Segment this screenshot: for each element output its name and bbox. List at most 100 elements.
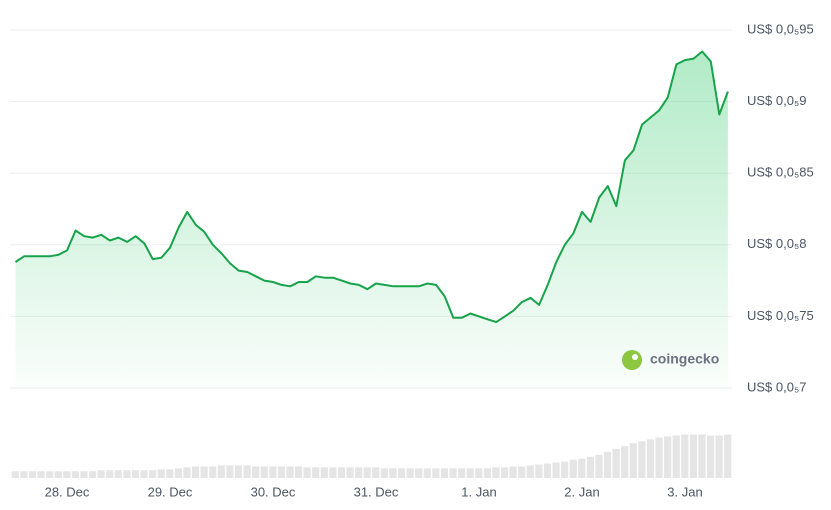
volume-bar — [500, 467, 509, 478]
volume-bar — [612, 449, 620, 478]
volume-bar — [46, 471, 54, 478]
volume-bar — [174, 468, 182, 478]
volume-bar — [397, 468, 406, 478]
volume-bar — [277, 466, 285, 478]
volume-bar — [552, 462, 560, 478]
volume-bar — [724, 434, 732, 478]
volume-bar — [320, 467, 328, 478]
volume-bar — [123, 470, 131, 478]
volume-bar — [715, 435, 723, 478]
volume-bar — [509, 466, 517, 478]
y-tick-label: US$ 0,0₅85 — [747, 165, 814, 180]
volume-bar — [595, 454, 603, 478]
volume-bar — [526, 465, 534, 478]
volume-bar — [157, 469, 165, 478]
volume-bar — [114, 470, 122, 478]
volume-bar — [11, 471, 19, 478]
volume-bar — [406, 468, 414, 478]
volume-bar — [131, 470, 140, 478]
volume-bar — [689, 434, 697, 478]
volume-bar — [578, 458, 586, 478]
volume-bar — [629, 443, 637, 478]
logo: coingecko — [622, 350, 719, 370]
logo-eye — [632, 354, 638, 360]
y-tick-label: US$ 0,0₅75 — [747, 308, 814, 323]
volume-bar — [543, 463, 552, 478]
volume-bar — [226, 465, 234, 478]
volume-bar — [372, 467, 380, 478]
volume-bar — [200, 466, 208, 478]
volume-bar — [638, 441, 646, 478]
volume-bar — [561, 461, 569, 478]
watermark: coingecko — [650, 351, 719, 367]
y-tick-label: US$ 0,0₅7 — [747, 379, 806, 394]
volume-bar — [88, 471, 97, 478]
volume-bar — [234, 465, 243, 478]
volume-bar — [483, 468, 491, 478]
volume-bar — [20, 471, 28, 478]
volume-bar — [440, 468, 449, 478]
volume-bar — [466, 468, 474, 478]
volume-bar — [191, 466, 200, 478]
volume-bar — [449, 468, 457, 478]
plot: US$ 0,0₅95 US$ 0,0₅9 US$ 0,0₅85 US$ 0,0₅8 US… — [10, 21, 814, 499]
volume-bar — [698, 434, 706, 478]
volume-bar — [63, 471, 71, 478]
volume-bar — [458, 468, 466, 478]
volume-bar — [380, 468, 388, 478]
volume-bar — [672, 435, 680, 478]
volume-bar — [475, 468, 483, 478]
volume-bar — [603, 451, 612, 478]
volume-bar — [54, 471, 62, 478]
volume-bar — [269, 466, 277, 478]
volume-bar — [621, 446, 629, 478]
volume-bar — [389, 468, 397, 478]
volume-bar — [312, 467, 320, 478]
x-tick-label: 30. Dec — [251, 484, 296, 499]
volume-bar — [586, 456, 594, 478]
logo-icon — [622, 350, 642, 370]
volume-bar — [303, 467, 311, 478]
volume-bar — [363, 467, 371, 478]
volume-bar — [286, 466, 294, 478]
volume-bar — [423, 468, 431, 478]
volume-bar — [243, 465, 251, 478]
volume-bar — [252, 466, 260, 478]
volume-bar — [80, 471, 88, 478]
volume-bar — [149, 470, 157, 478]
volume-bar — [329, 467, 337, 478]
volume-bar — [260, 466, 268, 478]
volume-bar — [415, 468, 423, 478]
volume-bar — [355, 467, 363, 478]
volume-bar — [140, 470, 148, 478]
volume-bar — [71, 471, 79, 478]
x-tick-label: 3. Jan — [667, 484, 702, 499]
x-tick-label: 29. Dec — [148, 484, 193, 499]
volume-bar — [569, 459, 577, 478]
volume-bar — [183, 467, 191, 478]
volume-bar — [28, 471, 37, 478]
volume-bar — [518, 466, 526, 478]
y-tick-label: US$ 0,0₅8 — [747, 236, 806, 251]
volume-bar — [209, 466, 217, 478]
x-tick-label: 28. Dec — [45, 484, 90, 499]
volume-bar — [97, 470, 105, 478]
volume-bar — [535, 464, 543, 478]
y-tick-label: US$ 0,0₅95 — [747, 21, 814, 36]
volume-bar — [346, 467, 354, 478]
volume-bar — [646, 439, 655, 478]
volume-bar — [217, 465, 225, 478]
area — [15, 51, 728, 388]
volume-bar — [681, 434, 689, 478]
volume-bar — [294, 466, 303, 478]
volume-bar — [655, 437, 663, 478]
x-tick-label: 31. Dec — [354, 484, 399, 499]
x-tick-label: 2. Jan — [564, 484, 599, 499]
volume-bar — [337, 467, 346, 478]
volume-bar — [166, 469, 174, 478]
volume-bar — [106, 470, 114, 478]
line — [14, 50, 729, 324]
y-tick-label: US$ 0,0₅9 — [747, 93, 806, 108]
